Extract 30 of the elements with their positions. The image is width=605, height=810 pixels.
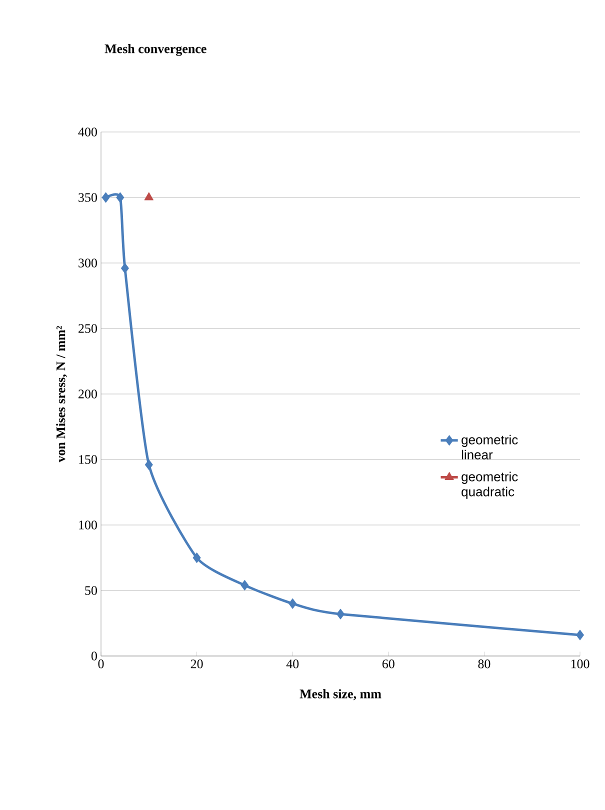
point — [144, 192, 154, 200]
y-tick-label: 300 — [78, 258, 97, 268]
y-tick-label: 0 — [91, 652, 97, 660]
y-axis-title: von Mises sress, N / mm² — [56, 326, 68, 462]
y-tick-label: 400 — [78, 128, 97, 136]
x-tick-label: 40 — [286, 660, 299, 668]
y-tick-label: 250 — [78, 324, 97, 333]
point — [240, 580, 249, 591]
y-tick-label: 150 — [79, 455, 97, 464]
point — [120, 262, 129, 274]
point — [192, 552, 201, 563]
x-axis-title: Mesh size, mm — [300, 689, 382, 700]
y-tick-label: 200 — [78, 390, 97, 398]
y-tick-label: 50 — [85, 586, 97, 595]
x-tick-label: 0 — [98, 660, 104, 668]
y-tick-label: 100 — [79, 520, 97, 530]
point — [102, 192, 110, 203]
point — [144, 459, 153, 470]
x-tick-label: 60 — [382, 660, 394, 668]
chart-title: Mesh convergence — [104, 44, 206, 56]
x-tick-label: 80 — [478, 660, 490, 668]
legend-label: geometric quadratic — [462, 472, 518, 499]
point — [336, 608, 345, 620]
x-tick-label: 100 — [571, 660, 590, 668]
legend-label: geometric linear — [462, 434, 518, 460]
x-tick-label: 20 — [190, 660, 203, 668]
point — [116, 192, 124, 203]
y-tick-label: 350 — [78, 193, 97, 202]
point — [288, 598, 297, 609]
point — [576, 630, 584, 640]
